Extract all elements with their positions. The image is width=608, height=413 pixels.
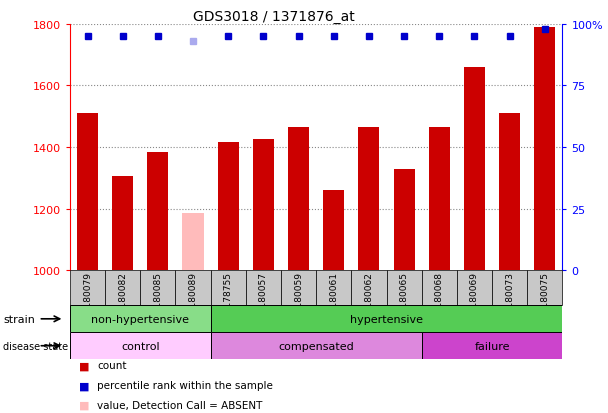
- Text: GSM180062: GSM180062: [364, 272, 373, 326]
- Text: GSM180057: GSM180057: [259, 272, 268, 326]
- Text: GSM180061: GSM180061: [330, 272, 338, 326]
- Text: GSM180073: GSM180073: [505, 272, 514, 326]
- Bar: [246, 271, 281, 306]
- Text: GSM180059: GSM180059: [294, 272, 303, 326]
- Bar: [464, 68, 485, 271]
- Bar: [210, 306, 562, 332]
- Text: hypertensive: hypertensive: [350, 314, 423, 324]
- Text: percentile rank within the sample: percentile rank within the sample: [97, 380, 273, 390]
- Text: compensated: compensated: [278, 341, 354, 351]
- Text: ■: ■: [79, 361, 89, 370]
- Bar: [393, 169, 415, 271]
- Bar: [457, 271, 492, 306]
- Text: value, Detection Call = ABSENT: value, Detection Call = ABSENT: [97, 400, 263, 410]
- Text: GSM180075: GSM180075: [541, 272, 549, 326]
- Text: GSM180079: GSM180079: [83, 272, 92, 326]
- Bar: [70, 271, 105, 306]
- Text: ■: ■: [79, 380, 89, 390]
- Text: strain: strain: [3, 314, 35, 324]
- Bar: [182, 214, 204, 271]
- Text: GSM180082: GSM180082: [118, 272, 127, 326]
- Bar: [492, 271, 527, 306]
- Text: failure: failure: [474, 341, 510, 351]
- Bar: [387, 271, 422, 306]
- Bar: [70, 306, 210, 332]
- Bar: [140, 271, 176, 306]
- Bar: [70, 332, 210, 359]
- Bar: [358, 128, 379, 271]
- Text: GDS3018 / 1371876_at: GDS3018 / 1371876_at: [193, 10, 354, 24]
- Bar: [422, 332, 562, 359]
- Bar: [77, 114, 98, 271]
- Text: non-hypertensive: non-hypertensive: [91, 314, 189, 324]
- Text: disease state: disease state: [3, 341, 68, 351]
- Bar: [429, 128, 450, 271]
- Bar: [281, 271, 316, 306]
- Bar: [210, 332, 422, 359]
- Text: GSM180069: GSM180069: [470, 272, 479, 326]
- Text: ■: ■: [79, 400, 89, 410]
- Text: GSM180065: GSM180065: [399, 272, 409, 326]
- Bar: [534, 28, 555, 271]
- Bar: [210, 271, 246, 306]
- Bar: [422, 271, 457, 306]
- Bar: [176, 271, 210, 306]
- Bar: [288, 128, 309, 271]
- Text: GSM178755: GSM178755: [224, 272, 233, 326]
- Bar: [253, 140, 274, 271]
- Bar: [147, 152, 168, 271]
- Bar: [527, 271, 562, 306]
- Text: control: control: [121, 341, 159, 351]
- Text: GSM180068: GSM180068: [435, 272, 444, 326]
- Text: GSM180089: GSM180089: [188, 272, 198, 326]
- Bar: [218, 143, 239, 271]
- Bar: [112, 177, 133, 271]
- Bar: [105, 271, 140, 306]
- Bar: [323, 191, 344, 271]
- Bar: [316, 271, 351, 306]
- Text: GSM180085: GSM180085: [153, 272, 162, 326]
- Text: count: count: [97, 361, 127, 370]
- Bar: [351, 271, 387, 306]
- Bar: [499, 114, 520, 271]
